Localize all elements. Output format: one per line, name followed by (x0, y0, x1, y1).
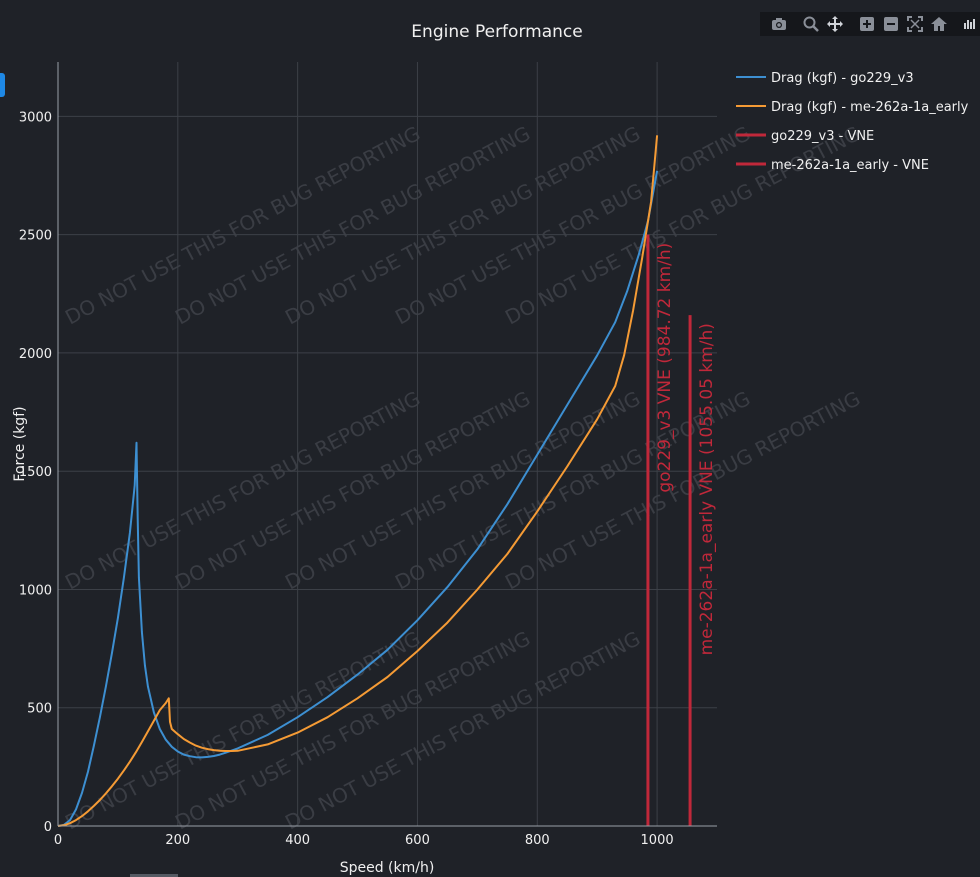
sidebar-tab-handle[interactable] (0, 73, 5, 97)
x-tick-label: 1000 (641, 833, 674, 848)
zoom-in-icon[interactable] (858, 15, 876, 33)
scroll-handle[interactable] (130, 874, 178, 877)
legend: Drag (kgf) - go229_v3 Drag (kgf) - me-262… (736, 71, 969, 173)
legend-label-1: Drag (kgf) - me-262a-1a_early (771, 100, 969, 115)
x-tick-label: 400 (285, 833, 310, 848)
legend-label-2: go229_v3 - VNE (771, 129, 874, 144)
x-tick-label: 0 (54, 833, 62, 848)
modebar (760, 12, 980, 36)
plotly-logo-icon[interactable] (960, 15, 978, 33)
legend-label-3: me-262a-1a_early - VNE (771, 158, 929, 173)
x-tick-label: 200 (165, 833, 190, 848)
pan-icon[interactable] (826, 15, 844, 33)
home-icon[interactable] (930, 15, 948, 33)
chart-title: Engine Performance (411, 22, 582, 42)
series-line-1 (57, 135, 659, 827)
autoscale-icon[interactable] (906, 15, 924, 33)
y-axis-title: Force (kgf) (12, 406, 28, 481)
y-tick-label: 2500 (19, 229, 52, 244)
y-tick-label: 2000 (19, 347, 52, 362)
camera-icon[interactable] (770, 15, 788, 33)
series-layer: go229_v3 VNE (984.72 km/h) me-262a-1a_ear… (57, 135, 717, 827)
y-tick-label: 0 (44, 820, 52, 835)
zoom-icon[interactable] (802, 15, 820, 33)
x-tick-label: 600 (405, 833, 430, 848)
series-line-0 (57, 170, 659, 827)
y-tick-label: 3000 (19, 110, 52, 125)
legend-label-0: Drag (kgf) - go229_v3 (771, 71, 914, 86)
y-tick-label: 1000 (19, 583, 52, 598)
zoom-out-icon[interactable] (882, 15, 900, 33)
vne-label-3: me-262a-1a_early VNE (1055.05 km/h) (697, 323, 717, 655)
vne-label-2: go229_v3 VNE (984.72 km/h) (655, 243, 675, 493)
y-tick-label: 1500 (19, 465, 52, 480)
x-axis-title: Speed (km/h) (340, 860, 435, 876)
axes: 0 200 400 600 800 1000 0 500 1000 1500 2000 2500 300… (19, 62, 717, 848)
y-tick-label: 500 (27, 702, 52, 717)
x-tick-label: 800 (525, 833, 550, 848)
